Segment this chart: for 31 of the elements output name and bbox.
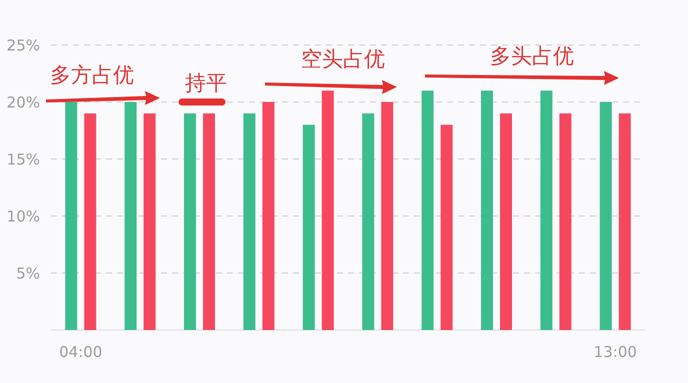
annotation: 多头占优 bbox=[490, 44, 574, 68]
bar bbox=[243, 113, 256, 330]
bar bbox=[422, 90, 434, 330]
bar bbox=[203, 113, 215, 330]
bar bbox=[124, 102, 137, 330]
x-tick-label: 04:00 bbox=[59, 343, 102, 361]
annotation: 持平 bbox=[185, 71, 227, 95]
bar bbox=[262, 102, 274, 330]
annotation: 空头占优 bbox=[301, 47, 385, 71]
bar bbox=[559, 113, 572, 330]
bar bbox=[84, 113, 96, 330]
bar bbox=[481, 90, 493, 330]
bar bbox=[144, 113, 156, 330]
bar bbox=[500, 113, 512, 330]
bar bbox=[362, 113, 374, 330]
annotation: 多方占优 bbox=[50, 63, 134, 87]
y-tick-label: 10% bbox=[6, 207, 40, 226]
y-tick-label: 20% bbox=[6, 93, 40, 112]
bar bbox=[322, 90, 334, 330]
bar bbox=[600, 102, 612, 330]
y-tick-label: 25% bbox=[6, 36, 40, 54]
y-tick-label: 5% bbox=[16, 264, 40, 282]
bar bbox=[381, 102, 394, 330]
bar bbox=[302, 124, 315, 330]
bar bbox=[440, 124, 453, 330]
bar bbox=[618, 113, 631, 330]
y-tick-label: 15% bbox=[6, 150, 40, 168]
bar bbox=[65, 102, 78, 330]
bar bbox=[184, 113, 196, 330]
bar bbox=[540, 90, 552, 330]
x-tick-label: 13:00 bbox=[594, 343, 637, 361]
